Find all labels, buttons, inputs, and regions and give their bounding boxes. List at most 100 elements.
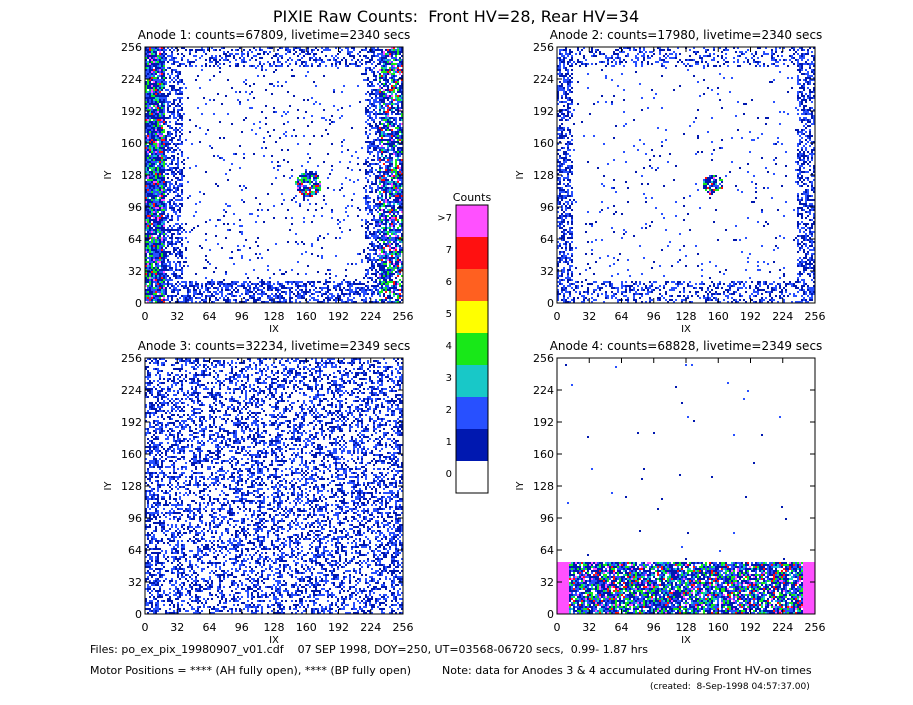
count-pixels (145, 358, 403, 614)
colorbar-swatch (456, 333, 488, 365)
y-tick-label: 32 (128, 265, 142, 278)
colorbar-swatch (456, 205, 488, 237)
panel-title: Anode 4: counts=68828, livetime=2349 sec… (550, 339, 823, 353)
x-tick-label: 0 (142, 621, 149, 634)
count-pixels (569, 562, 803, 614)
colorbar-swatch (456, 365, 488, 397)
panel-title: Anode 1: counts=67809, livetime=2340 sec… (138, 28, 411, 42)
x-tick-label: 160 (296, 310, 317, 323)
x-tick-label: 256 (805, 621, 826, 634)
colorbar-swatch (456, 397, 488, 429)
x-tick-label: 192 (740, 310, 761, 323)
x-axis-label: IX (269, 635, 279, 646)
count-pixels (557, 47, 815, 303)
count-pixels (703, 181, 717, 185)
y-tick-label: 64 (540, 233, 554, 246)
y-tick-label: 224 (121, 384, 142, 397)
y-tick-label: 224 (121, 73, 142, 86)
y-tick-label: 192 (533, 416, 554, 429)
y-tick-label: 128 (121, 169, 142, 182)
count-pixels (709, 177, 715, 193)
y-axis-label: IY (515, 481, 526, 491)
x-tick-label: 192 (740, 621, 761, 634)
count-pixels (565, 364, 803, 614)
y-tick-label: 192 (533, 105, 554, 118)
y-axis-label: IY (515, 170, 526, 180)
x-tick-label: 192 (328, 621, 349, 634)
y-tick-label: 96 (540, 201, 554, 214)
x-tick-label: 64 (203, 621, 217, 634)
colorbar-label: 7 (446, 245, 452, 256)
y-tick-label: 96 (540, 512, 554, 525)
count-pixels (569, 562, 803, 614)
count-pixels (557, 47, 815, 303)
y-tick-label: 32 (540, 576, 554, 589)
x-tick-label: 224 (772, 621, 793, 634)
footer-note: Note: data for Anodes 3 & 4 accumulated … (442, 664, 812, 677)
y-tick-label: 128 (121, 480, 142, 493)
colorbar-label: 6 (446, 277, 452, 288)
x-tick-label: 128 (676, 310, 697, 323)
y-tick-label: 256 (121, 41, 142, 54)
footer-motor: Motor Positions = **** (AH fully open), … (90, 664, 411, 677)
y-tick-label: 64 (128, 544, 142, 557)
y-tick-label: 32 (128, 576, 142, 589)
x-tick-label: 224 (360, 310, 381, 323)
panel-title: Anode 2: counts=17980, livetime=2340 sec… (550, 28, 823, 42)
x-axis-label: IX (681, 635, 691, 646)
page-title: PIXIE Raw Counts: Front HV=28, Rear HV=3… (273, 7, 639, 26)
x-tick-label: 96 (235, 310, 249, 323)
y-tick-label: 128 (533, 169, 554, 182)
y-tick-label: 256 (533, 41, 554, 54)
colorbar-label: 4 (446, 341, 452, 352)
y-tick-label: 0 (547, 608, 554, 621)
x-axis-label: IX (269, 324, 279, 335)
y-tick-label: 256 (533, 352, 554, 365)
y-tick-label: 224 (533, 384, 554, 397)
count-pixels (703, 175, 723, 191)
y-tick-label: 0 (135, 297, 142, 310)
y-tick-label: 0 (135, 608, 142, 621)
y-tick-label: 160 (121, 137, 142, 150)
x-tick-label: 0 (142, 310, 149, 323)
x-tick-label: 32 (582, 621, 596, 634)
colorbar-label: 2 (446, 405, 452, 416)
x-axis-label: IX (681, 324, 691, 335)
plot-frame (556, 46, 816, 304)
x-tick-label: 32 (582, 310, 596, 323)
colorbar-title: Counts (453, 191, 492, 204)
y-tick-label: 128 (533, 480, 554, 493)
y-tick-label: 224 (533, 73, 554, 86)
y-tick-label: 32 (540, 265, 554, 278)
y-tick-label: 160 (533, 448, 554, 461)
y-tick-label: 160 (533, 137, 554, 150)
colorbar-label: 5 (446, 309, 452, 320)
y-tick-label: 160 (121, 448, 142, 461)
x-tick-label: 0 (554, 310, 561, 323)
x-tick-label: 128 (676, 621, 697, 634)
colorbar-label: 0 (446, 469, 452, 480)
x-tick-label: 32 (170, 310, 184, 323)
count-pixels (145, 47, 403, 303)
y-tick-label: 64 (128, 233, 142, 246)
x-tick-label: 256 (393, 621, 414, 634)
x-tick-label: 32 (170, 621, 184, 634)
count-pixels (569, 562, 803, 614)
x-tick-label: 256 (393, 310, 414, 323)
x-tick-label: 224 (772, 310, 793, 323)
x-tick-label: 160 (296, 621, 317, 634)
y-axis-label: IY (103, 481, 114, 491)
y-tick-label: 96 (128, 201, 142, 214)
y-tick-label: 256 (121, 352, 142, 365)
count-pixels (557, 562, 815, 614)
colorbar-swatch (456, 237, 488, 269)
colorbar-swatch (456, 301, 488, 333)
colorbar-label: 1 (446, 437, 452, 448)
colorbar-swatch (456, 429, 488, 461)
x-tick-label: 128 (264, 310, 285, 323)
colorbar-frame (455, 204, 489, 494)
x-tick-label: 96 (235, 621, 249, 634)
x-tick-label: 160 (708, 310, 729, 323)
x-tick-label: 96 (647, 621, 661, 634)
